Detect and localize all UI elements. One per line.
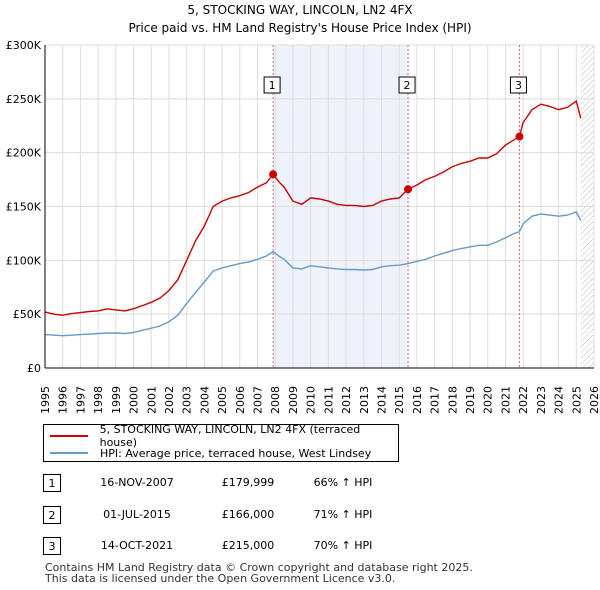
sale-label-text: 3 xyxy=(515,79,522,92)
x-tick-label: 2018 xyxy=(446,386,459,414)
x-tick-label: 2012 xyxy=(340,386,353,414)
sale-label-text: 1 xyxy=(269,79,276,92)
sale-number-badge: 1 xyxy=(43,474,61,492)
sale-price: £179,999 xyxy=(221,476,275,489)
sale-hpi-change: 71% ↑ HPI xyxy=(313,508,373,521)
x-tick-label: 2019 xyxy=(464,386,477,414)
y-tick-label: £150K xyxy=(6,201,42,214)
x-tick-label: 2010 xyxy=(305,386,318,414)
legend: 5, STOCKING WAY, LINCOLN, LN2 4FX (terra… xyxy=(43,423,399,462)
footer-copyright: Contains HM Land Registry data © Crown c… xyxy=(45,561,473,574)
x-tick-label: 2023 xyxy=(535,386,548,414)
x-tick-label: 1997 xyxy=(74,386,87,414)
sale-point xyxy=(404,185,413,194)
sale-point xyxy=(515,132,524,141)
x-tick-label: 2002 xyxy=(163,386,176,414)
legend-label-hpi: HPI: Average price, terraced house, West… xyxy=(100,446,372,460)
legend-entry-property: 5, STOCKING WAY, LINCOLN, LN2 4FX (terra… xyxy=(50,423,398,449)
footer-licence: This data is licensed under the Open Gov… xyxy=(45,572,396,585)
x-tick-label: 2016 xyxy=(411,386,424,414)
x-tick-label: 1995 xyxy=(39,386,52,414)
y-tick-label: £0 xyxy=(27,362,41,375)
x-tick-label: 1998 xyxy=(92,386,105,414)
x-tick-label: 2008 xyxy=(269,386,282,414)
y-tick-label: £50K xyxy=(13,308,42,321)
x-tick-label: 2003 xyxy=(181,386,194,414)
chart-subtitle: Price paid vs. HM Land Registry's House … xyxy=(128,21,471,35)
x-tick-label: 2013 xyxy=(358,386,371,414)
sale-label-box xyxy=(398,76,416,94)
y-tick-label: £300K xyxy=(6,39,42,52)
sale-price: £166,000 xyxy=(221,508,275,521)
x-tick-label: 2024 xyxy=(553,386,566,414)
sale-row: 2 01-JUL-2015 £166,000 71% ↑ HPI xyxy=(43,506,563,526)
y-tick-label: £200K xyxy=(6,147,42,160)
legend-swatch-hpi xyxy=(50,452,88,454)
x-tick-label: 2025 xyxy=(570,386,583,414)
x-tick-label: 2005 xyxy=(216,386,229,414)
hpi-series-line xyxy=(44,211,582,337)
chart-title: 5, STOCKING WAY, LINCOLN, LN2 4FX xyxy=(187,3,412,17)
sale-price: £215,000 xyxy=(221,539,275,552)
x-tick-label: 2006 xyxy=(234,386,247,414)
x-tick-label: 2026 xyxy=(588,386,600,414)
sale-label-box xyxy=(509,76,527,94)
sale-point xyxy=(269,170,278,179)
sale-label-text: 2 xyxy=(404,79,411,92)
legend-swatch-property xyxy=(50,435,88,437)
sale-label-box xyxy=(263,76,281,94)
sale-hpi-change: 70% ↑ HPI xyxy=(313,539,373,552)
y-tick-label: £250K xyxy=(6,93,42,106)
x-tick-label: 1999 xyxy=(110,386,123,414)
sale-number-badge: 2 xyxy=(43,506,61,524)
footer: Contains HM Land Registry data © Crown c… xyxy=(45,562,473,584)
x-tick-label: 2022 xyxy=(517,386,530,414)
sale-date: 14-OCT-2021 xyxy=(100,539,174,552)
property-series-line xyxy=(44,99,582,316)
x-tick-label: 2000 xyxy=(128,386,141,414)
y-tick-label: £100K xyxy=(6,254,42,267)
x-tick-label: 2015 xyxy=(393,386,406,414)
sale-row: 3 14-OCT-2021 £215,000 70% ↑ HPI xyxy=(43,537,563,557)
legend-label-property: 5, STOCKING WAY, LINCOLN, LN2 4FX (terra… xyxy=(99,423,361,449)
price-chart: 5, STOCKING WAY, LINCOLN, LN2 4FX Price … xyxy=(6,3,600,414)
x-tick-label: 2011 xyxy=(322,386,335,414)
sale-hpi-change: 66% ↑ HPI xyxy=(313,476,373,489)
x-tick-label: 2017 xyxy=(429,386,442,414)
x-tick-label: 2021 xyxy=(499,386,512,414)
x-tick-label: 2014 xyxy=(375,386,388,414)
x-tick-label: 1996 xyxy=(57,386,70,414)
x-tick-label: 2001 xyxy=(145,386,158,414)
legend-entry-hpi: HPI: Average price, terraced house, West… xyxy=(50,446,371,460)
x-tick-label: 2020 xyxy=(482,386,495,414)
sale-number-badge: 3 xyxy=(43,537,61,555)
x-tick-label: 2004 xyxy=(198,386,211,414)
sale-date: 01-JUL-2015 xyxy=(103,508,171,521)
sale-date: 16-NOV-2007 xyxy=(100,476,174,489)
x-tick-label: 2007 xyxy=(252,386,265,414)
x-tick-label: 2009 xyxy=(287,386,300,414)
sale-row: 1 16-NOV-2007 £179,999 66% ↑ HPI xyxy=(43,474,563,494)
